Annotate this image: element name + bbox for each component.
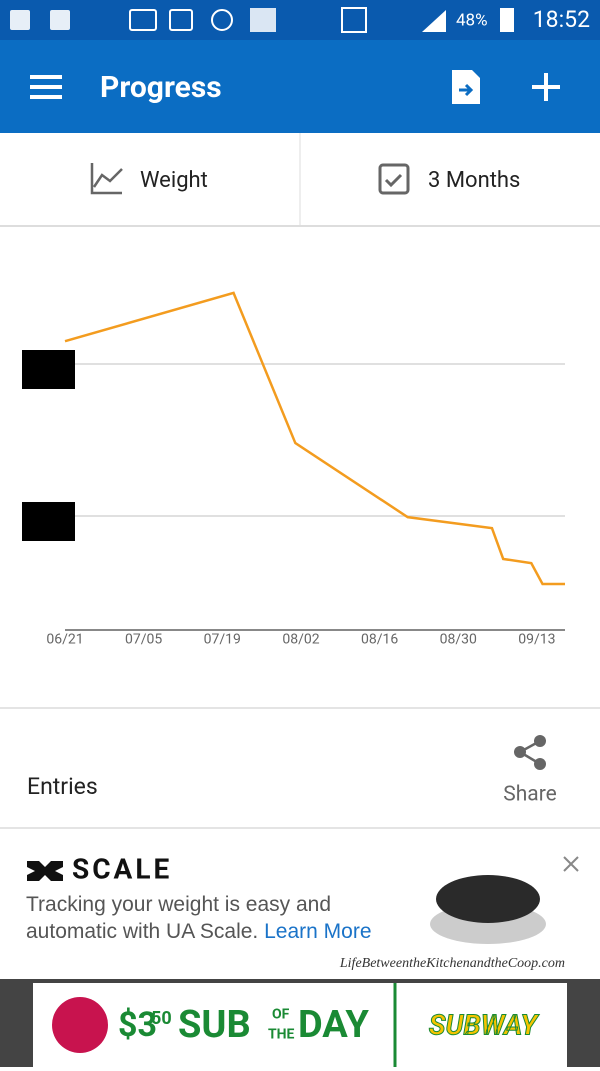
price: $3 [118, 1005, 157, 1045]
ad[interactable]: SCALE Tracking your weight is easy and a… [0, 829, 600, 979]
banner-content: $3 50 SUB OF THE DAY SUBWAY [33, 983, 567, 1067]
battery-text: 48% [456, 10, 488, 30]
chart: 06/21 07/05 07/19 08/02 08/16 08/30 09/13 [22, 291, 565, 648]
menu-button[interactable] [30, 75, 62, 99]
banner[interactable]: $3 50 SUB OF THE DAY SUBWAY [0, 979, 600, 1067]
entries: Entries Share [0, 707, 600, 829]
tab-row: Weight 3 Months [90, 133, 520, 225]
word: SUB [178, 1003, 251, 1047]
x-tick-label: 08/02 [282, 632, 319, 648]
status-bar: 48% 18:52 [0, 0, 600, 40]
metric-tab[interactable]: Weight [90, 163, 208, 195]
check [384, 173, 403, 188]
add-button[interactable] [532, 73, 560, 101]
subway-logo: SUBWAY [429, 1008, 540, 1041]
time: 18:52 [533, 6, 590, 33]
close-button[interactable] [563, 856, 579, 872]
battery-icon [500, 8, 514, 32]
scale-image [436, 875, 540, 923]
redacted-tick-label [22, 502, 75, 541]
chart-icon [90, 163, 123, 195]
icon [10, 10, 30, 30]
calendar-icon [378, 163, 410, 195]
x-tick-label: 08/30 [440, 632, 477, 648]
x-tick-label: 07/05 [125, 632, 162, 648]
range-tab[interactable]: 3 Months [378, 163, 520, 195]
status-icons: 48% 18:52 [10, 6, 590, 33]
ad-text-box: Tracking your weight is easy and automat… [26, 893, 372, 943]
x-tick-label: 07/19 [204, 632, 241, 648]
word: OF [272, 1007, 290, 1023]
x-tick-label: 06/21 [46, 632, 83, 648]
redacted-tick-label [22, 350, 75, 389]
entries-row: Entries Share [27, 735, 557, 807]
banner-bg [33, 983, 567, 1067]
cents: 50 [151, 1008, 172, 1029]
x-tick-label: 08/16 [361, 632, 398, 648]
bell-icon [52, 997, 108, 1053]
share-label: Share [503, 783, 557, 807]
icon [50, 10, 70, 30]
word: THE [268, 1027, 295, 1043]
metric-label: Weight [140, 168, 208, 193]
ad-text: Tracking your weight is easy and automat… [26, 893, 332, 943]
ua-logo [27, 861, 63, 881]
icon [211, 9, 233, 31]
icon [169, 9, 193, 31]
word: DAY [298, 1003, 369, 1047]
ad-content: SCALE Tracking your weight is easy and a… [26, 852, 579, 971]
export-arrow [459, 83, 474, 97]
range-label: 3 Months [428, 168, 520, 193]
watermark: LifeBetweentheKitchenandtheCoop.com [339, 956, 565, 971]
x-tick-label: 09/13 [518, 632, 555, 648]
entries-title: Entries [27, 773, 98, 800]
signal-icon [422, 10, 446, 32]
app-bar: Progress [0, 40, 600, 133]
ad-brand: SCALE [72, 852, 172, 885]
share-button[interactable]: Share [503, 735, 557, 807]
title: Progress [100, 70, 222, 105]
app-bar-icons: Progress [30, 70, 560, 105]
icon [129, 9, 157, 31]
icon [341, 7, 367, 33]
ad-link[interactable]: Learn More [264, 920, 372, 943]
icon [250, 8, 276, 32]
tabs: Weight 3 Months [0, 133, 600, 227]
weight-line [64, 291, 565, 586]
